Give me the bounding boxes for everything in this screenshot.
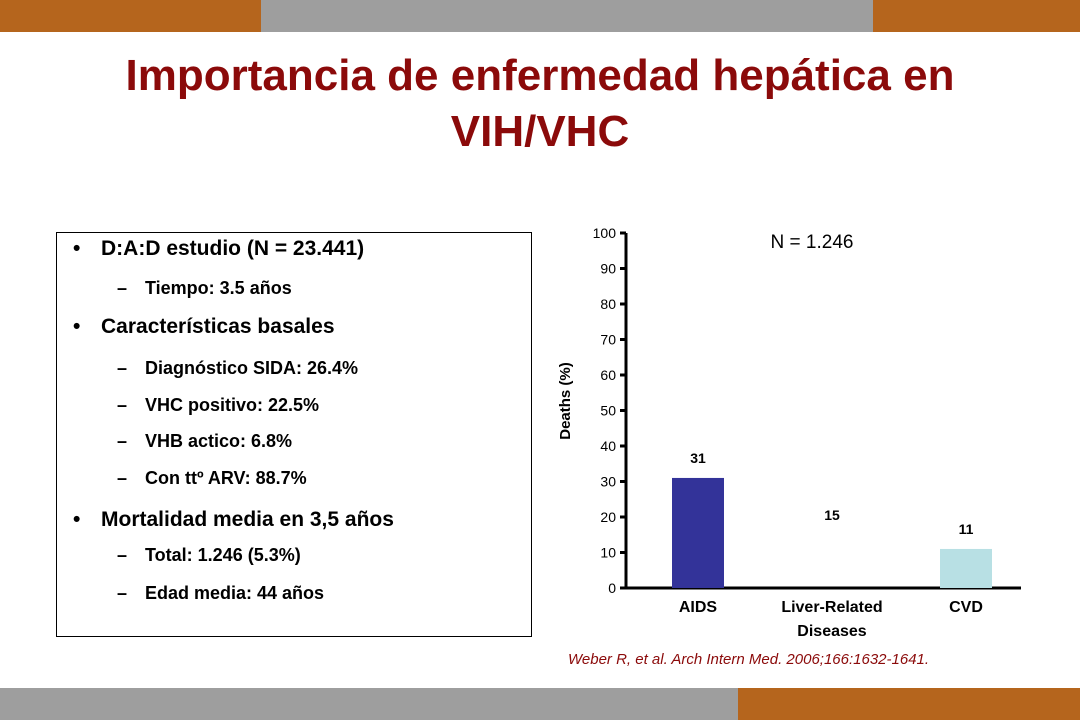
x-category-label: Liver-Related (781, 599, 882, 616)
y-tick-label: 60 (600, 367, 616, 383)
bullet-marker: – (117, 583, 128, 603)
bullet-text: Tiempo: 3.5 años (145, 278, 292, 298)
bullet-marker: – (117, 468, 128, 488)
bottom-gray-band (0, 688, 738, 720)
bullet-item: • D:A:D estudio (N = 23.441) (73, 237, 364, 261)
bullet-text: Mortalidad media en 3,5 años (101, 508, 394, 531)
bullet-text: Con ttº ARV: 88.7% (145, 468, 307, 488)
y-tick-label: 30 (600, 474, 616, 490)
bullet-text: Total: 1.246 (5.3%) (145, 545, 301, 565)
top-accent-band-right (873, 0, 1080, 32)
data-label: 31 (690, 450, 706, 466)
y-tick-label: 0 (608, 580, 616, 596)
bullet-marker: • (73, 315, 81, 338)
bullet-marker: – (117, 431, 128, 451)
bullet-item: • Mortalidad media en 3,5 años (73, 508, 394, 532)
bar-2 (940, 548, 992, 588)
bullet-item: – Total: 1.246 (5.3%) (117, 545, 301, 566)
bullet-text: VHC positivo: 22.5% (145, 395, 320, 415)
y-axis-title: Deaths (%) (557, 362, 574, 440)
x-category-label: AIDS (679, 599, 718, 616)
slide-title-line-2: VIH/VHC (450, 107, 630, 156)
top-accent-band-left (0, 0, 261, 32)
y-tick-label: 100 (593, 225, 617, 241)
y-tick-label: 10 (600, 545, 616, 561)
source-citation: Weber R, et al. Arch Intern Med. 2006;16… (568, 651, 930, 668)
bullet-item: • Características basales (73, 315, 335, 339)
bullet-item: – Con ttº ARV: 88.7% (117, 468, 307, 489)
bullet-text: VHB actico: 6.8% (145, 431, 293, 451)
y-tick-label: 20 (600, 509, 616, 525)
bar-1 (806, 535, 858, 588)
bullet-item: – Diagnóstico SIDA: 26.4% (117, 358, 358, 379)
slide-title-line-1: Importancia de enfermedad hepática en (125, 51, 955, 100)
data-label: 15 (824, 507, 840, 523)
bullet-text: D:A:D estudio (N = 23.441) (101, 237, 365, 260)
x-category-label: CVD (949, 599, 983, 616)
y-tick-label: 40 (600, 438, 616, 454)
y-tick-label: 70 (600, 332, 616, 348)
bullet-marker: • (73, 237, 81, 260)
x-category-label: Diseases (797, 623, 866, 640)
bullet-marker: • (73, 508, 81, 531)
bullet-marker: – (117, 278, 128, 298)
bottom-accent-band (738, 688, 1080, 720)
bullet-list-box: • D:A:D estudio (N = 23.441) – Tiempo: 3.5… (56, 232, 532, 637)
bullet-item: – VHB actico: 6.8% (117, 431, 292, 452)
bar-0 (672, 477, 724, 588)
bullet-item: – Edad media: 44 años (117, 583, 324, 604)
y-tick-label: 80 (600, 296, 616, 312)
bullet-marker: – (117, 395, 128, 415)
y-tick-label: 50 (600, 403, 616, 419)
y-tick-label: 90 (600, 261, 616, 277)
bullet-text: Características basales (101, 315, 335, 338)
bullet-item: – VHC positivo: 22.5% (117, 395, 319, 416)
chart-annotation: N = 1.246 (771, 232, 854, 253)
bullet-text: Edad media: 44 años (145, 583, 325, 603)
bullet-marker: – (117, 358, 128, 378)
data-label: 11 (959, 521, 974, 537)
top-gray-band (261, 0, 873, 32)
slide-title: Importancia de enfermedad hepática en VI… (60, 48, 1020, 160)
bullet-marker: – (117, 545, 128, 565)
bullet-item: – Tiempo: 3.5 años (117, 278, 292, 299)
bullet-text: Diagnóstico SIDA: 26.4% (145, 358, 359, 378)
